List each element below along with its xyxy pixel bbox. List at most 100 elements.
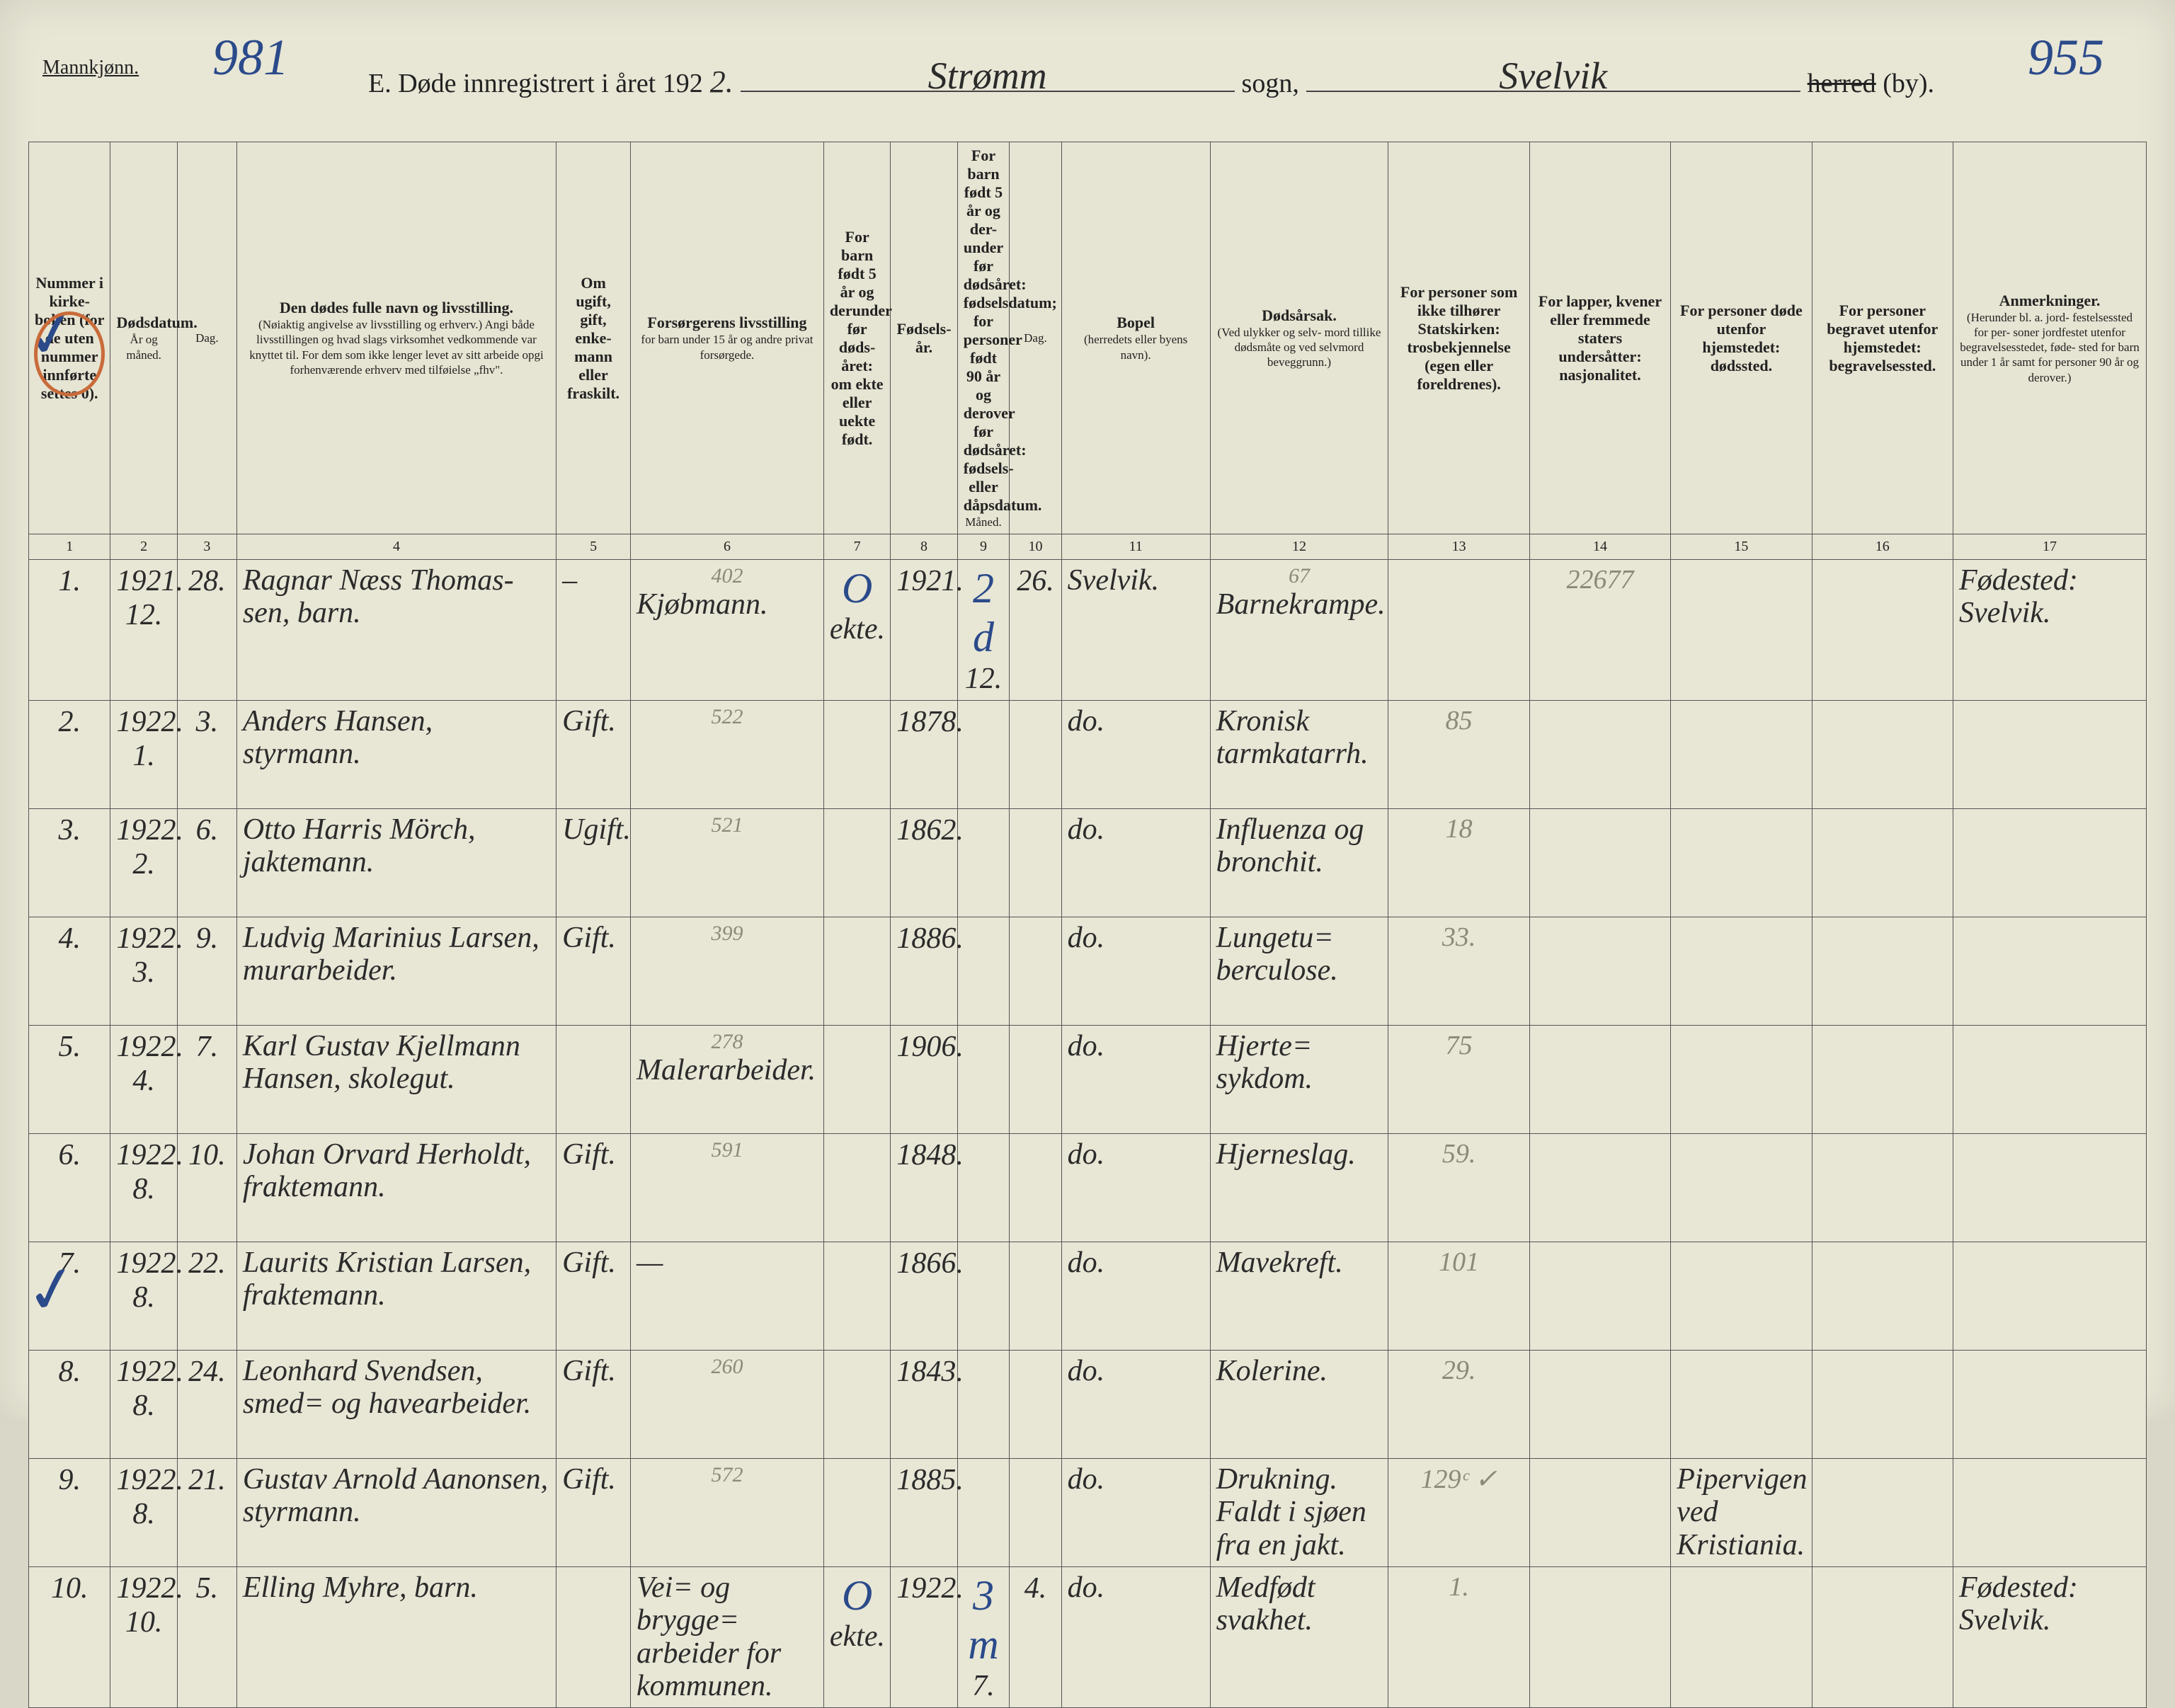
death-year-month: 1922. 10. (110, 1567, 177, 1708)
col15 (1671, 701, 1812, 809)
civil-status: Ugift. (556, 809, 631, 917)
col16 (1812, 917, 1953, 1026)
column-number: 15 (1671, 534, 1812, 560)
remarks (1953, 701, 2146, 809)
birth-year: 1878. (891, 701, 957, 809)
deceased-name: Ludvig Marinius Larsen, murarbeider. (236, 917, 556, 1026)
residence: Svelvik. (1061, 560, 1210, 701)
table-row: 6.1922. 8.10.Johan Orvard Herholdt, frak… (29, 1134, 2147, 1242)
by-label: (by). (1883, 69, 1934, 98)
provider: — (631, 1242, 824, 1351)
death-year-month: 1922. 3. (110, 917, 177, 1026)
table-row: 10.1922. 10.5.Elling Myhre, barn.Vei= og… (29, 1567, 2147, 1708)
remarks (1953, 1134, 2146, 1242)
remarks: Fødested: Svelvik. (1953, 1567, 2146, 1708)
district-fill: Svelvik (1306, 65, 1800, 92)
column-number: 3 (177, 534, 236, 560)
civil-status: Gift. (556, 1459, 631, 1567)
provider: 521 (631, 809, 824, 917)
column-header: Bopel(herredets eller byens navn). (1061, 142, 1210, 534)
residence: do. (1061, 1567, 1210, 1708)
legitimacy (823, 1242, 890, 1351)
birth-day (1010, 1351, 1061, 1459)
column-header: Om ugift, gift, enke- mann eller fraskil… (556, 142, 631, 534)
column-number: 4 (236, 534, 556, 560)
column-header: Anmerkninger.(Herunder bl. a. jord- fest… (1953, 142, 2146, 534)
col14 (1529, 809, 1670, 917)
table-row: 4.1922. 3.9.Ludvig Marinius Larsen, mura… (29, 917, 2147, 1026)
row-number: 4. (29, 917, 110, 1026)
cause-of-death: Kronisk tarmkatarrh. (1210, 701, 1388, 809)
col13: 33. (1388, 917, 1529, 1026)
birth-day (1010, 917, 1061, 1026)
civil-status: Gift. (556, 1134, 631, 1242)
provider: 522 (631, 701, 824, 809)
column-header: Dødsårsak.(Ved ulykker og selv- mord til… (1210, 142, 1388, 534)
legitimacy (823, 809, 890, 917)
column-header: For personer som ikke tilhører Statskirk… (1388, 142, 1529, 534)
birth-month (957, 701, 1009, 809)
column-header: For lapper, kvener eller fremmede stater… (1529, 142, 1670, 534)
col16 (1812, 1351, 1953, 1459)
birth-year: 1906. (891, 1026, 957, 1134)
death-year-month: 1922. 8. (110, 1242, 177, 1351)
col15 (1671, 917, 1812, 1026)
col14 (1529, 1459, 1670, 1567)
residence: do. (1061, 701, 1210, 809)
civil-status: – (556, 560, 631, 701)
column-number: 8 (891, 534, 957, 560)
column-number: 10 (1010, 534, 1061, 560)
table-row: 5.1922. 4.7.Karl Gustav Kjellmann Hansen… (29, 1026, 2147, 1134)
col15: Pipervigen ved Kristiania. (1671, 1459, 1812, 1567)
col16 (1812, 701, 1953, 809)
birth-month: 2 d12. (957, 560, 1009, 701)
column-number: 14 (1529, 534, 1670, 560)
civil-status (556, 1567, 631, 1708)
cause-of-death: Kolerine. (1210, 1351, 1388, 1459)
column-header: Forsørgerens livsstillingfor barn under … (631, 142, 824, 534)
residence: do. (1061, 1351, 1210, 1459)
birth-year: 1885. (891, 1459, 957, 1567)
legitimacy (823, 1134, 890, 1242)
civil-status: Gift. (556, 701, 631, 809)
herred-struck: herred (1808, 69, 1876, 98)
birth-year: 1843. (891, 1351, 957, 1459)
residence: do. (1061, 1242, 1210, 1351)
col15 (1671, 1026, 1812, 1134)
deceased-name: Leonhard Svendsen, smed= og havearbeider… (236, 1351, 556, 1459)
remarks: Fødested: Svelvik. (1953, 560, 2146, 701)
deceased-name: Karl Gustav Kjellmann Hansen, skolegut. (236, 1026, 556, 1134)
table-row: 1.1921. 12.28.Ragnar Næss Thomas- sen, b… (29, 560, 2147, 701)
serial-right: 955 (2028, 28, 2104, 87)
column-header: For barn født 5 år og derunder før døds-… (823, 142, 890, 534)
birth-year: 1922. (891, 1567, 957, 1708)
cause-of-death: Lungetu= berculose. (1210, 917, 1388, 1026)
col13: 85 (1388, 701, 1529, 809)
col13: 29. (1388, 1351, 1529, 1459)
birth-year: 1866. (891, 1242, 957, 1351)
birth-month: 3 m7. (957, 1567, 1009, 1708)
provider: 260 (631, 1351, 824, 1459)
column-number: 9 (957, 534, 1009, 560)
death-year-month: 1922. 8. (110, 1459, 177, 1567)
col14: 22677 (1529, 560, 1670, 701)
col14 (1529, 1026, 1670, 1134)
page-header: Mannkjønn. 981 955 E. Døde innregistrert… (28, 35, 2147, 127)
row-number: 8. (29, 1351, 110, 1459)
col13: 18 (1388, 809, 1529, 917)
row-number: 3. (29, 809, 110, 917)
legitimacy: Oekte. (823, 1567, 890, 1708)
death-year-month: 1922. 4. (110, 1026, 177, 1134)
cause-of-death: Hjerte= sykdom. (1210, 1026, 1388, 1134)
birth-month (957, 1242, 1009, 1351)
col16 (1812, 1459, 1953, 1567)
year-digit: 2. (710, 64, 733, 100)
table-head: Nummer i kirke- boken (for de uten numme… (29, 142, 2147, 560)
civil-status: Gift. (556, 1351, 631, 1459)
death-year-month: 1922. 8. (110, 1134, 177, 1242)
birth-month (957, 1351, 1009, 1459)
cause-of-death: Influenza og bronchit. (1210, 809, 1388, 917)
column-number: 5 (556, 534, 631, 560)
birth-day: 4. (1010, 1567, 1061, 1708)
legitimacy (823, 1026, 890, 1134)
